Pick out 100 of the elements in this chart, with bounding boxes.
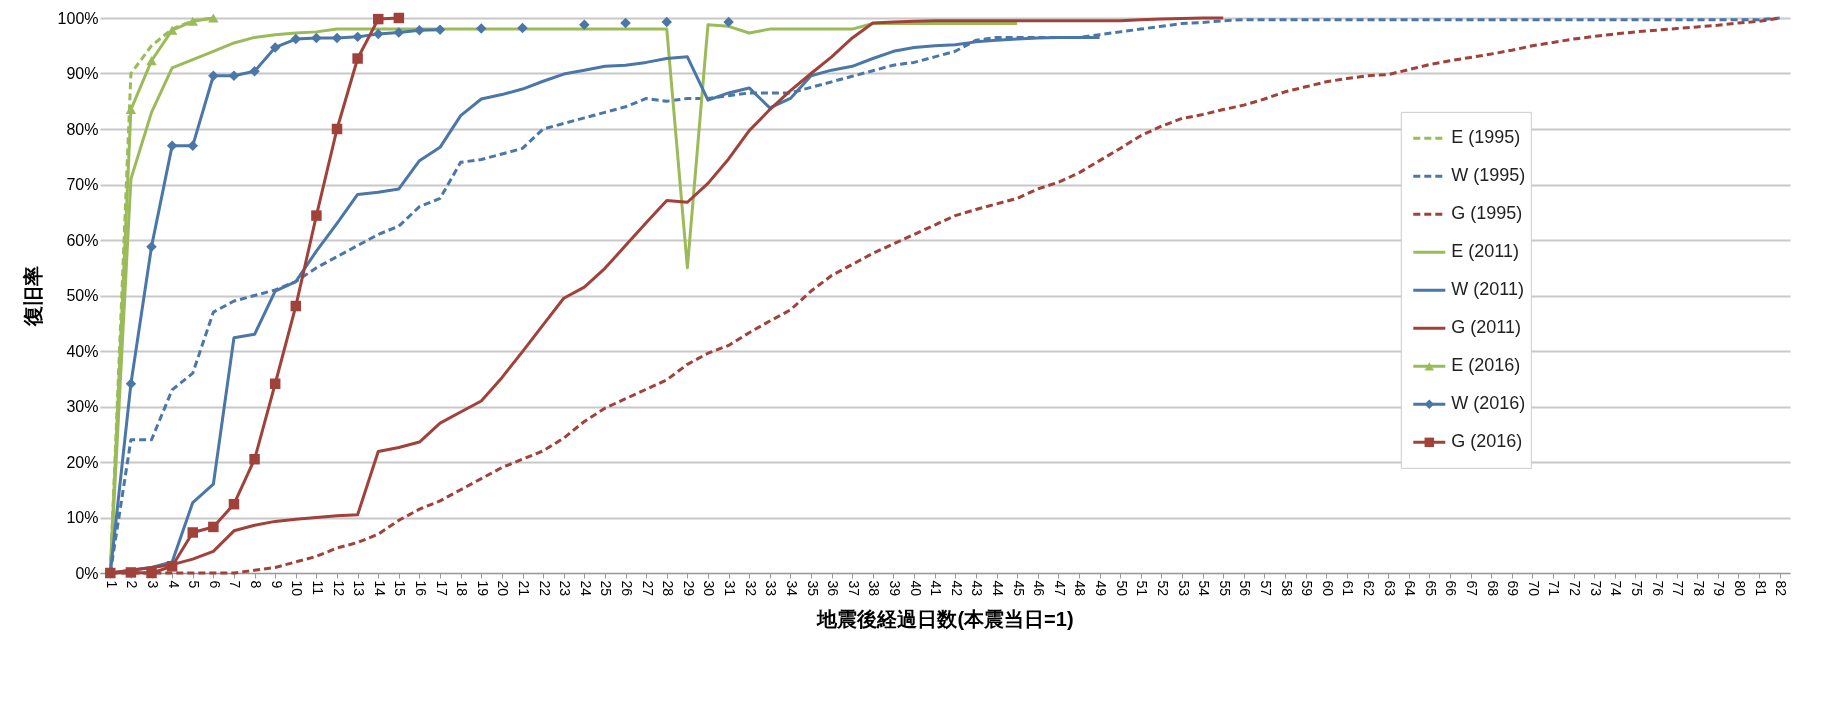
point xyxy=(620,17,631,29)
x-tick-label: 43 xyxy=(969,580,986,597)
point xyxy=(125,567,137,578)
x-tick-label: 35 xyxy=(804,580,821,597)
x-tick-label: 57 xyxy=(1257,580,1274,597)
x-tick-label: 46 xyxy=(1031,580,1048,597)
x-tick-label: 19 xyxy=(474,580,491,597)
x-tick-label: 72 xyxy=(1567,580,1584,597)
x-tick-label: 60 xyxy=(1319,580,1336,597)
x-tick-label: 59 xyxy=(1299,580,1316,597)
y-tick-label: 50% xyxy=(66,287,99,304)
point xyxy=(476,23,487,34)
x-tick-label: 48 xyxy=(1072,580,1089,597)
x-tick-label: 6 xyxy=(206,580,223,589)
point xyxy=(393,27,405,38)
x-tick-label: 29 xyxy=(680,580,697,597)
point xyxy=(146,56,157,66)
y-axis-title: 復旧率 xyxy=(21,266,44,327)
x-tick-label: 13 xyxy=(351,580,368,597)
x-tick-label: 30 xyxy=(701,580,718,597)
x-tick-label: 12 xyxy=(330,580,347,597)
x-tick-label: 34 xyxy=(783,580,800,597)
legend-label: E (2016) xyxy=(1451,355,1521,376)
x-tick-label: 47 xyxy=(1051,580,1068,597)
x-tick-label: 65 xyxy=(1422,580,1439,597)
x-tick-label: 75 xyxy=(1628,580,1645,597)
x-tick-label: 16 xyxy=(412,580,429,597)
y-tick-label: 40% xyxy=(66,342,99,360)
x-tick-label: 80 xyxy=(1731,580,1748,597)
point xyxy=(166,561,178,572)
point xyxy=(352,53,363,64)
x-tick-label: 17 xyxy=(433,580,450,597)
point xyxy=(249,453,260,465)
x-tick-label: 81 xyxy=(1752,580,1769,597)
x-axis-title: 地震後経過日数(本震当日=1) xyxy=(816,608,1074,631)
point xyxy=(208,70,219,81)
x-tick-label: 62 xyxy=(1361,580,1377,597)
legend-label: G (2016) xyxy=(1451,431,1523,452)
x-tick-label: 7 xyxy=(227,580,244,589)
x-tick-label: 58 xyxy=(1278,580,1295,597)
point xyxy=(146,567,157,579)
x-tick-label: 9 xyxy=(268,580,285,589)
legend-label: G (1995) xyxy=(1451,203,1523,224)
point xyxy=(579,19,590,30)
x-tick-label: 37 xyxy=(845,580,862,597)
y-tick-label: 80% xyxy=(66,120,99,138)
point xyxy=(125,378,137,389)
legend-label: E (2011) xyxy=(1451,241,1519,262)
x-tick-label: 61 xyxy=(1340,580,1357,597)
x-tick-label: 74 xyxy=(1608,580,1625,597)
point xyxy=(228,70,240,81)
x-tick-label: 27 xyxy=(639,580,656,597)
x-tick-label: 82 xyxy=(1773,580,1790,597)
x-tick-label: 56 xyxy=(1237,580,1254,597)
x-tick-label: 23 xyxy=(557,580,574,597)
point xyxy=(661,16,673,28)
x-tick-label: 77 xyxy=(1670,580,1687,597)
x-tick-label: 55 xyxy=(1216,580,1233,597)
y-tick-label: 70% xyxy=(66,176,99,193)
point xyxy=(146,241,157,252)
legend-label: W (2016) xyxy=(1451,393,1526,414)
x-tick-label: 28 xyxy=(660,580,677,597)
y-tick-label: 60% xyxy=(66,231,99,249)
x-tick-label: 24 xyxy=(577,580,594,597)
point xyxy=(331,123,343,135)
x-tick-label: 18 xyxy=(454,580,471,597)
x-tick-label: 33 xyxy=(763,580,780,597)
point xyxy=(414,24,425,36)
x-tick-label: 41 xyxy=(928,580,945,597)
x-tick-label: 21 xyxy=(516,580,532,597)
point xyxy=(269,42,281,53)
x-tick-label: 36 xyxy=(825,580,842,597)
x-tick-label: 8 xyxy=(248,580,265,589)
x-tick-label: 54 xyxy=(1196,580,1213,597)
point xyxy=(723,16,734,28)
x-tick-label: 63 xyxy=(1381,580,1398,597)
point xyxy=(228,498,240,510)
point xyxy=(249,66,260,77)
x-tick-label: 79 xyxy=(1711,580,1728,597)
legend-label: E (1995) xyxy=(1451,127,1521,148)
x-tick-label: 73 xyxy=(1587,580,1604,597)
x-tick-label: 51 xyxy=(1134,580,1151,597)
x-tick-label: 70 xyxy=(1525,580,1542,597)
x-tick-label: 31 xyxy=(722,580,739,597)
point xyxy=(352,31,363,43)
x-tick-label: 5 xyxy=(186,580,203,589)
x-tick-label: 50 xyxy=(1113,580,1130,597)
x-tick-label: 40 xyxy=(907,580,924,597)
x-tick-label: 78 xyxy=(1690,580,1707,597)
x-tick-label: 76 xyxy=(1649,580,1666,597)
point xyxy=(166,140,178,151)
x-tick-label: 25 xyxy=(598,580,615,597)
point xyxy=(290,300,302,312)
x-tick-label: 11 xyxy=(309,580,326,596)
point xyxy=(269,378,281,389)
x-tick-label: 38 xyxy=(866,580,883,597)
x-tick-label: 4 xyxy=(165,580,182,589)
x-tick-label: 71 xyxy=(1546,580,1563,597)
x-tick-label: 42 xyxy=(948,580,965,597)
legend-label: W (2011) xyxy=(1451,279,1524,300)
